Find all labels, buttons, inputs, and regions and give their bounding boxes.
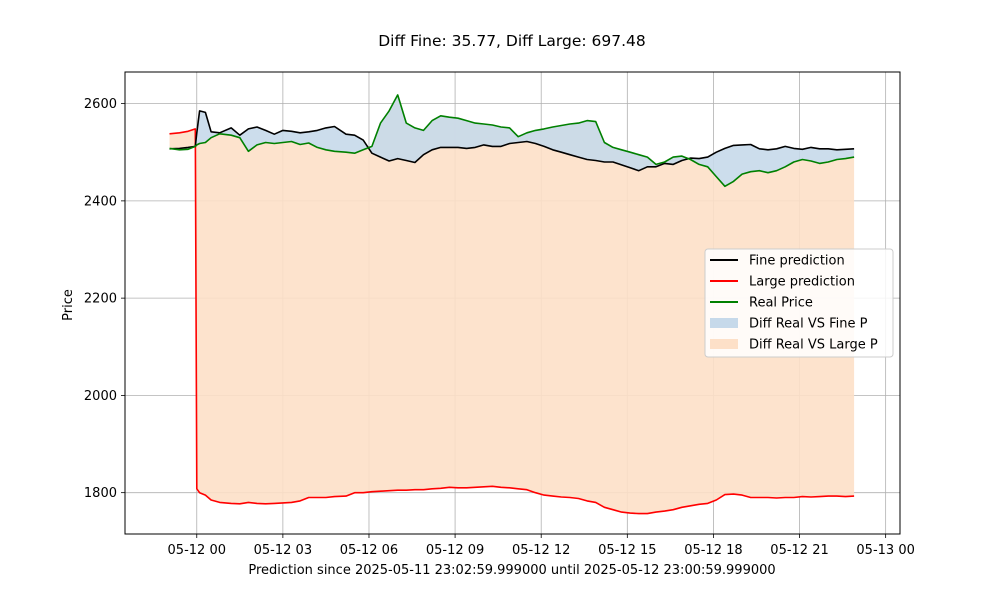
legend-entry: Fine prediction xyxy=(710,254,845,269)
x-tick-label: 05-12 00 xyxy=(168,543,226,558)
y-tick-label: 1800 xyxy=(84,486,117,501)
legend-entry: Diff Real VS Fine P xyxy=(710,317,868,332)
legend: Fine prediction Large prediction Real Pric… xyxy=(704,248,894,358)
y-axis-label: Price xyxy=(61,289,76,321)
legend-label: Large prediction xyxy=(749,275,855,290)
y-tick-label: 2000 xyxy=(84,389,117,404)
y-tick-label: 2600 xyxy=(84,97,117,112)
x-axis-label: Prediction since 2025-05-11 23:02:59.999… xyxy=(248,563,775,578)
x-tick-label: 05-12 06 xyxy=(340,543,398,558)
tick-marks xyxy=(121,103,887,538)
series-lines xyxy=(169,94,855,515)
chart-title: Diff Fine: 35.77, Diff Large: 697.48 xyxy=(378,32,646,50)
line-fine-prediction xyxy=(169,110,855,172)
legend-label: Diff Real VS Fine P xyxy=(749,317,868,332)
line-real-price xyxy=(169,94,855,188)
legend-box xyxy=(704,248,894,358)
y-tick-labels: 1800 2000 2200 2400 2600 xyxy=(84,97,117,501)
legend-entry: Diff Real VS Large P xyxy=(710,338,878,353)
x-tick-labels: 05-12 00 05-12 03 05-12 06 05-12 09 05-12 12… xyxy=(168,543,915,558)
line-large-prediction xyxy=(169,128,855,515)
x-tick-label: 05-12 03 xyxy=(254,543,312,558)
x-tick-label: 05-12 21 xyxy=(770,543,828,558)
legend-label: Real Price xyxy=(749,296,813,311)
y-tick-label: 2400 xyxy=(84,194,117,209)
x-tick-label: 05-12 18 xyxy=(684,543,742,558)
x-tick-label: 05-12 09 xyxy=(426,543,484,558)
y-tick-label: 2200 xyxy=(84,292,117,307)
axes-frame xyxy=(124,71,901,535)
fill-diff-real-vs-large-p xyxy=(169,94,855,514)
legend-patch-swatch xyxy=(710,318,738,328)
legend-entry: Large prediction xyxy=(710,275,855,290)
x-tick-label: 05-12 12 xyxy=(512,543,570,558)
x-tick-label: 05-13 00 xyxy=(856,543,914,558)
legend-label: Diff Real VS Large P xyxy=(749,338,878,353)
fill-diff-real-vs-fine-p xyxy=(169,94,855,187)
legend-patch-swatch xyxy=(710,339,738,349)
legend-label: Fine prediction xyxy=(749,254,845,269)
x-tick-label: 05-12 15 xyxy=(598,543,656,558)
legend-entry: Real Price xyxy=(710,296,813,311)
fill-areas xyxy=(169,94,855,514)
